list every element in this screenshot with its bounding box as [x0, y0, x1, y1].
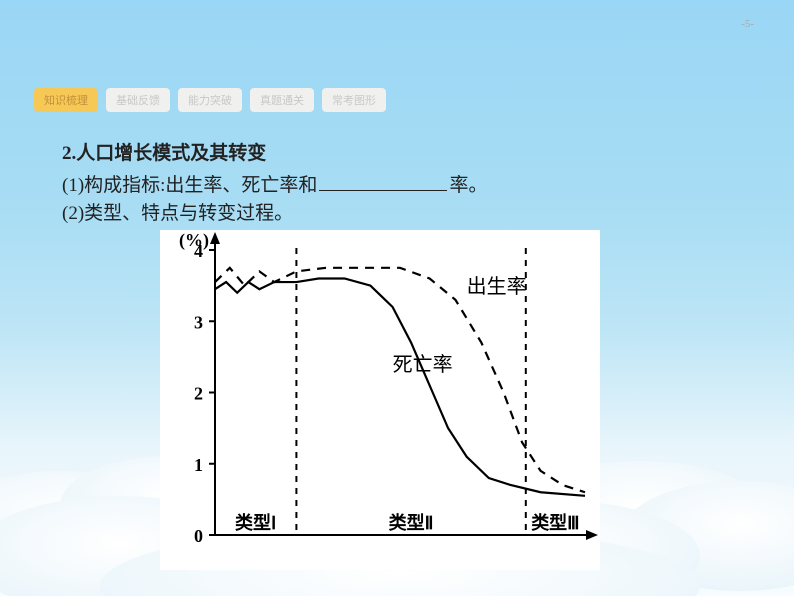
svg-text:类型Ⅰ: 类型Ⅰ [235, 512, 276, 533]
population-model-chart: 01234(%)类型Ⅰ类型Ⅱ类型Ⅲ出生率死亡率 [160, 230, 600, 570]
line-1: (1)构成指标:出生率、死亡率和率。 [62, 169, 754, 201]
tab-3[interactable]: 真题通关 [250, 88, 314, 112]
blank-fill[interactable] [319, 169, 447, 191]
svg-text:2: 2 [194, 384, 203, 404]
section-heading: 2.人口增长模式及其转变 [62, 140, 754, 169]
svg-text:0: 0 [194, 526, 203, 546]
svg-text:类型Ⅱ: 类型Ⅱ [389, 512, 434, 533]
tab-2[interactable]: 能力突破 [178, 88, 242, 112]
line-2: (2)类型、特点与转变过程。 [62, 200, 754, 229]
tab-0[interactable]: 知识梳理 [34, 88, 98, 112]
tab-4[interactable]: 常考图形 [322, 88, 386, 112]
content-block: 2.人口增长模式及其转变 (1)构成指标:出生率、死亡率和率。 (2)类型、特点… [62, 140, 754, 229]
svg-text:1: 1 [194, 455, 203, 475]
page-number: -5- [741, 18, 754, 30]
tab-1[interactable]: 基础反馈 [106, 88, 170, 112]
svg-text:3: 3 [194, 312, 203, 332]
tab-bar: 知识梳理基础反馈能力突破真题通关常考图形 [34, 88, 386, 112]
svg-text:类型Ⅲ: 类型Ⅲ [531, 512, 579, 533]
svg-text:死亡率: 死亡率 [393, 353, 453, 376]
svg-text:(%): (%) [179, 230, 209, 251]
svg-text:出生率: 出生率 [467, 275, 527, 298]
